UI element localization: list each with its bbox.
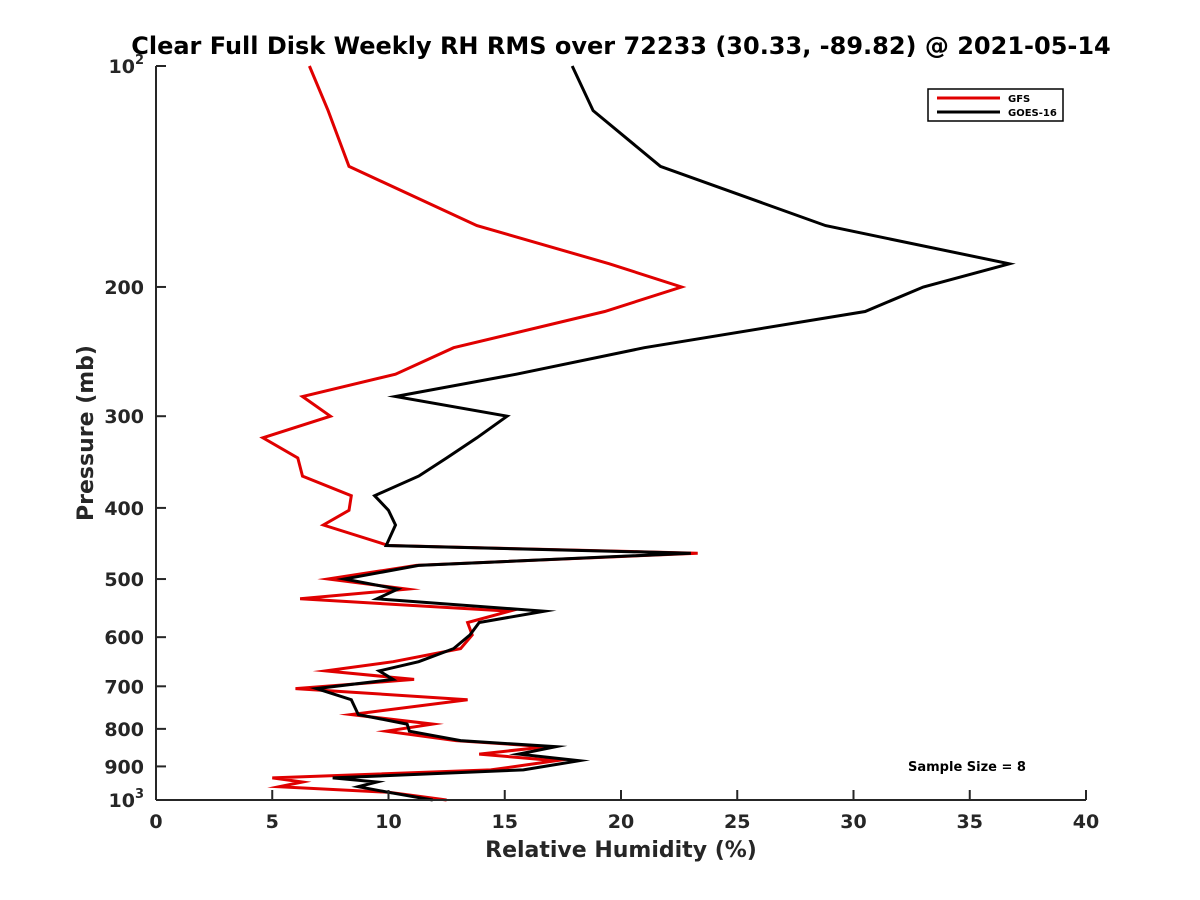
legend-box [927, 88, 1064, 122]
x-tick-label: 25 [724, 811, 750, 833]
y-tick-label: 700 [104, 676, 144, 698]
y-tick-label: 102 [109, 53, 145, 78]
x-tick-label: 40 [1073, 811, 1099, 833]
y-tick-label: 600 [104, 627, 144, 649]
x-tick-label: 30 [840, 811, 866, 833]
y-tick-label: 200 [104, 277, 144, 299]
series-layer [259, 65, 1016, 802]
y-tick-label: 400 [104, 498, 144, 520]
y-tick-label: 300 [104, 406, 144, 428]
x-tick-label: 0 [149, 811, 162, 833]
series-line-goes-16 [309, 65, 1016, 802]
chart-title: Clear Full Disk Weekly RH RMS over 72233… [131, 32, 1111, 60]
legend: GFS GOES-16 [927, 88, 1064, 122]
x-tick-label: 5 [266, 811, 279, 833]
y-axis-label: Pressure (mb) [74, 345, 99, 521]
series-line-gfs [259, 65, 698, 802]
legend-label-gfs: GFS [1008, 94, 1030, 105]
legend-label-goes-16: GOES-16 [1008, 108, 1057, 119]
x-tick-label: 10 [375, 811, 401, 833]
axes-layer: 0 5 10 15 20 25 30 35 40 102 200 300 400 500 600 700 800… [104, 53, 1099, 833]
x-tick-label: 35 [957, 811, 983, 833]
x-tick-label: 15 [492, 811, 518, 833]
x-axis-label: Relative Humidity (%) [485, 838, 757, 863]
y-tick-label: 500 [104, 569, 144, 591]
y-tick-label: 103 [109, 787, 145, 812]
sample-size-annotation: Sample Size = 8 [908, 760, 1026, 775]
y-tick-label: 900 [104, 756, 144, 778]
y-tick-label: 800 [104, 719, 144, 741]
x-tick-label: 20 [608, 811, 634, 833]
